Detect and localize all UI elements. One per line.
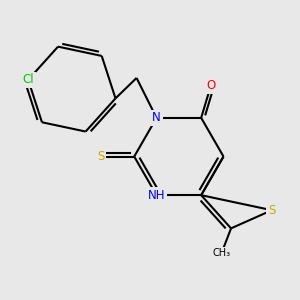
Text: CH₃: CH₃ [212,248,230,258]
Text: S: S [97,150,104,163]
Text: N: N [152,111,161,124]
Text: NH: NH [148,189,165,202]
Text: S: S [268,204,275,217]
Text: O: O [206,79,215,92]
Text: Cl: Cl [22,73,34,86]
